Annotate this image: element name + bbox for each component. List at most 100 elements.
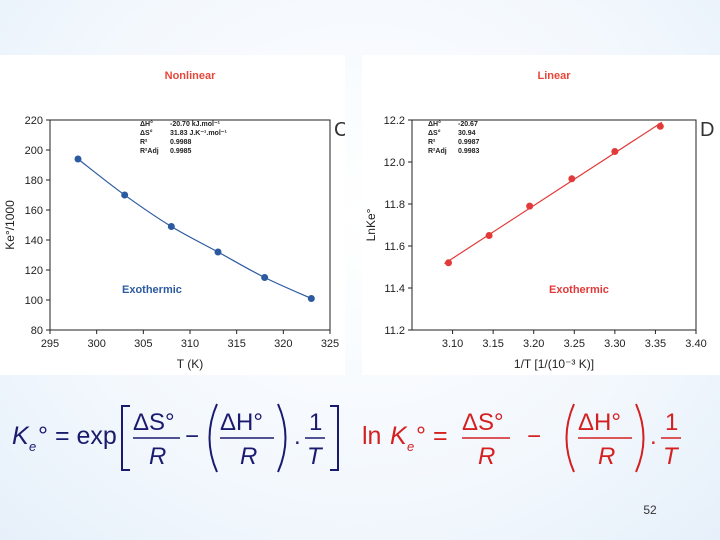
stat-label: ΔH° — [140, 120, 153, 128]
linear-panel: Linear D 3.10 3.15 3.20 3.25 3.30 3.35 3.40 11.2 1… — [362, 55, 720, 375]
y-tick-label: 11.6 — [384, 241, 405, 253]
nonlinear-chart: Nonlinear C 295 300 305 310 315 320 325 80 100 120 1… — [3, 70, 348, 371]
svg-text:−: − — [185, 423, 199, 450]
nonlinear-equation-graphic: K e ° = exp ΔS° R − ΔH° R . 1 T — [12, 403, 339, 473]
svg-text:R: R — [240, 443, 257, 470]
linear-chart: Linear D 3.10 3.15 3.20 3.25 3.30 3.35 3.40 11.2 1… — [364, 70, 714, 371]
y-tick-label: 140 — [25, 235, 43, 247]
y-tick-label: 100 — [25, 295, 43, 307]
fit-line — [77, 158, 312, 300]
y-axis-label: LnKe° — [364, 208, 378, 241]
plot-frame — [411, 119, 697, 331]
data-point — [485, 232, 493, 239]
data-point — [307, 295, 315, 302]
stat-value: 0.9988 — [170, 139, 192, 146]
stat-label: ΔS° — [140, 129, 153, 137]
x-tick-label: 3.10 — [442, 338, 463, 350]
data-point — [656, 122, 664, 130]
stat-label: ΔS° — [428, 129, 441, 137]
stat-label: R² — [428, 139, 436, 146]
x-tick-label: 310 — [181, 338, 199, 350]
svg-text:e: e — [29, 439, 36, 454]
svg-text:T: T — [663, 443, 680, 470]
x-axis-label: T (K) — [177, 357, 203, 371]
stat-value: 31.83 J.K⁻¹.mol⁻¹ — [170, 130, 227, 137]
svg-text:R: R — [149, 443, 166, 470]
svg-text:R: R — [598, 443, 615, 470]
x-tick-label: 325 — [321, 338, 339, 350]
data-point — [74, 155, 82, 163]
svg-text:ΔH°: ΔH° — [220, 409, 263, 436]
data-point — [526, 202, 534, 210]
page-number: 52 — [643, 503, 657, 517]
data-point — [121, 191, 129, 199]
linear-equation-graphic: ln K e ° = ΔS° R − ΔH° R . 1 T — [362, 403, 681, 473]
x-tick-label: 315 — [227, 338, 245, 350]
svg-text:.: . — [650, 423, 657, 450]
data-point — [261, 274, 269, 281]
stat-value: 30.94 — [458, 130, 476, 137]
svg-text:R: R — [478, 443, 495, 470]
x-tick-label: 3.15 — [482, 338, 503, 350]
exothermic-annotation: Exothermic — [549, 284, 609, 296]
svg-text:° =: ° = — [416, 422, 448, 450]
x-tick-label: 320 — [274, 338, 292, 350]
svg-text:K: K — [390, 422, 408, 450]
svg-text:ln: ln — [362, 422, 381, 450]
stat-label: R²Adj — [428, 148, 447, 155]
svg-text:ΔS°: ΔS° — [462, 409, 504, 436]
y-tick-label: 80 — [31, 325, 43, 337]
chart-title: Nonlinear — [165, 70, 216, 82]
stat-label: ΔH° — [428, 120, 441, 128]
stat-value: 0.9983 — [458, 148, 480, 155]
y-axis-label: Ke°/1000 — [3, 200, 17, 250]
svg-text:.: . — [294, 423, 301, 450]
panel-letter: D — [700, 119, 714, 141]
svg-text:° = exp: ° = exp — [38, 422, 117, 450]
nonlinear-panel: Nonlinear C 295 300 305 310 315 320 325 80 100 120 1… — [0, 55, 348, 375]
data-point — [568, 175, 576, 183]
svg-text:−: − — [527, 423, 541, 450]
x-tick-label: 295 — [41, 338, 59, 350]
svg-text:K: K — [12, 422, 30, 450]
y-tick-label: 12.2 — [384, 115, 405, 127]
y-tick-label: 11.4 — [384, 283, 405, 295]
stat-label: R² — [140, 139, 148, 146]
x-tick-label: 305 — [134, 338, 152, 350]
stat-value: 0.9985 — [170, 148, 192, 155]
data-point — [611, 148, 619, 155]
fit-line — [444, 121, 663, 265]
nonlinear-equation: K e ° = exp ΔS° R − ΔH° R . 1 T — [12, 398, 352, 478]
stat-value: -20.70 kJ.mol⁻¹ — [170, 121, 221, 128]
x-tick-label: 3.30 — [604, 338, 625, 350]
svg-text:ΔH°: ΔH° — [578, 409, 621, 436]
linear-equation: ln K e ° = ΔS° R − ΔH° R . 1 T — [362, 398, 702, 478]
y-tick-label: 12.0 — [384, 157, 405, 169]
y-tick-label: 220 — [25, 115, 43, 127]
y-tick-label: 11.2 — [384, 325, 405, 337]
svg-text:1: 1 — [309, 409, 322, 436]
x-tick-label: 300 — [87, 338, 105, 350]
y-tick-label: 200 — [25, 145, 43, 157]
stat-value: -20.67 — [458, 121, 478, 128]
stat-value: 0.9987 — [458, 139, 480, 146]
y-tick-label: 160 — [25, 205, 43, 217]
x-tick-label: 3.40 — [685, 338, 706, 350]
svg-text:1: 1 — [665, 409, 678, 436]
chart-title: Linear — [537, 70, 571, 82]
data-point — [167, 223, 175, 230]
x-axis-label: 1/T [1/(10⁻³ K)] — [514, 357, 594, 371]
x-tick-label: 3.20 — [523, 338, 544, 350]
exothermic-annotation: Exothermic — [122, 284, 182, 296]
y-tick-label: 180 — [25, 175, 43, 187]
data-point — [214, 248, 222, 256]
svg-text:ΔS°: ΔS° — [133, 409, 175, 436]
stat-label: R²Adj — [140, 148, 159, 155]
x-tick-label: 3.25 — [564, 338, 585, 350]
y-tick-label: 120 — [25, 265, 43, 277]
panel-letter: C — [334, 119, 345, 141]
x-tick-label: 3.35 — [645, 338, 666, 350]
y-tick-label: 11.8 — [384, 199, 405, 211]
svg-text:e: e — [407, 439, 414, 454]
data-point — [445, 259, 453, 267]
